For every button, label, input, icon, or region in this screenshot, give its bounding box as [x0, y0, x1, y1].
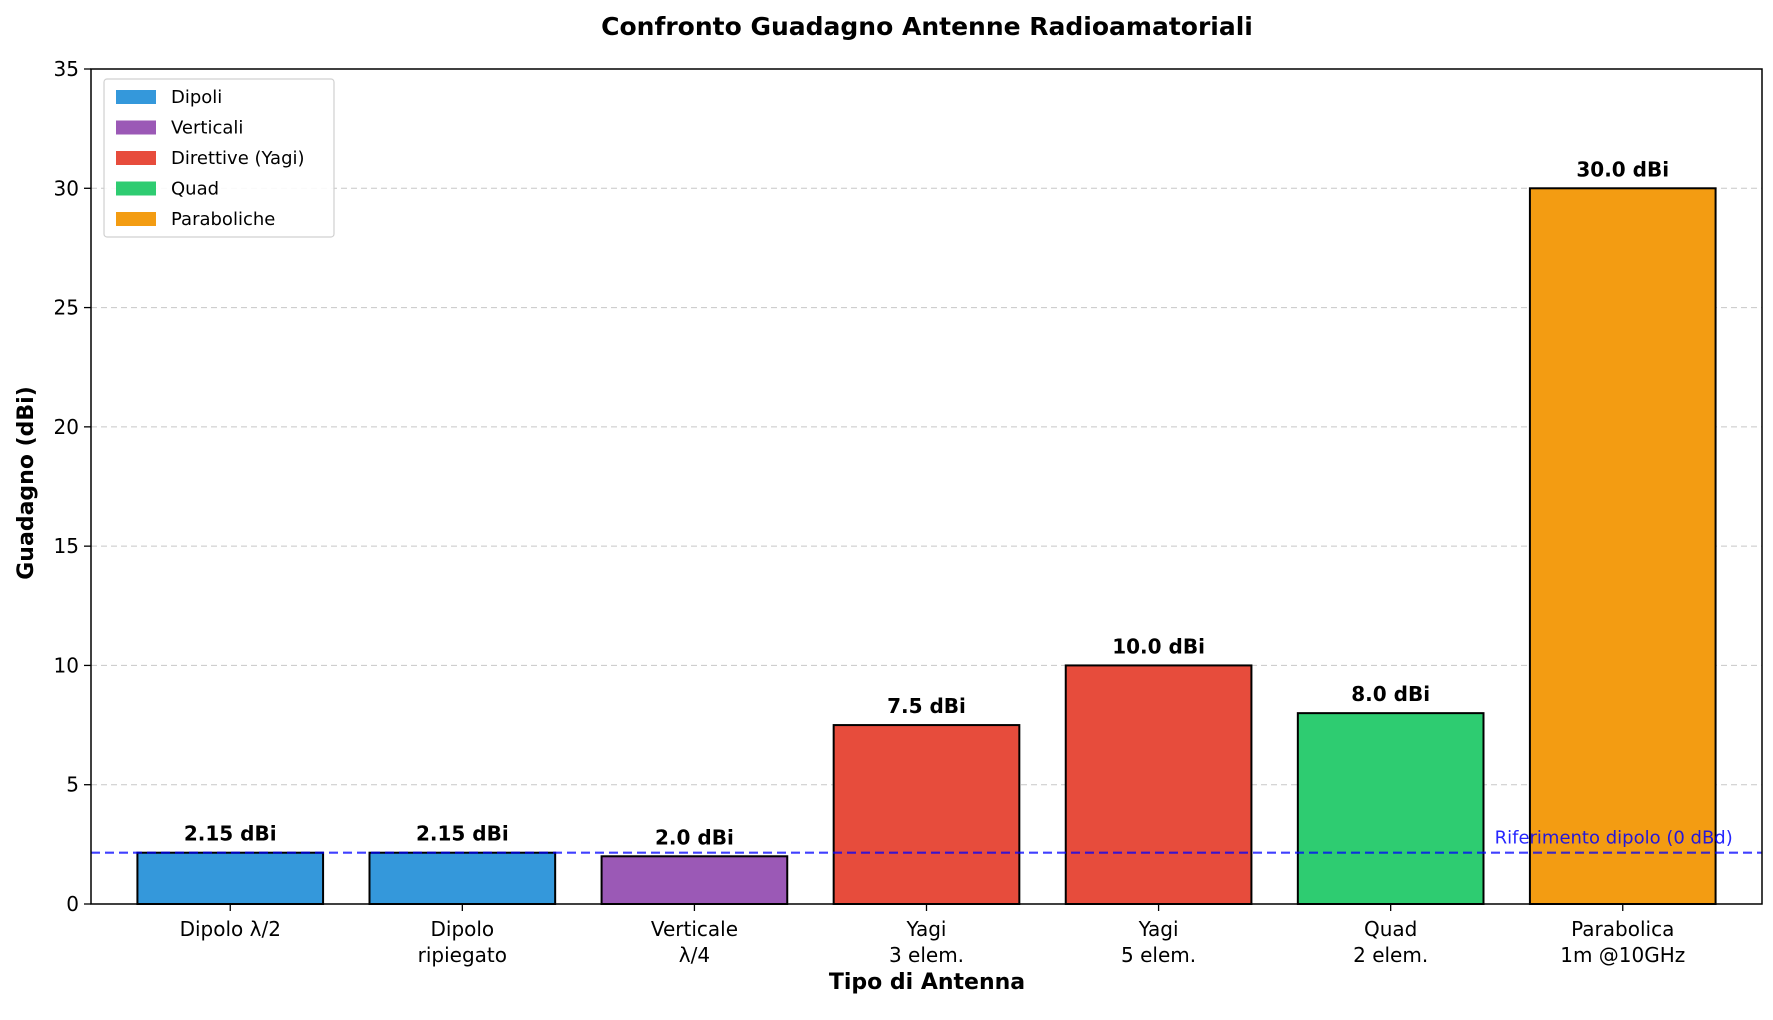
legend-swatch — [116, 151, 156, 165]
legend-label: Verticali — [171, 118, 243, 139]
bar-value-label: 2.0 dBi — [655, 825, 734, 849]
legend-swatch — [116, 181, 156, 196]
y-tick-label: 10 — [54, 653, 79, 677]
plot-frame — [90, 68, 1763, 905]
bar — [832, 724, 1021, 905]
y-axis-label: Guadagno (dBi) — [14, 386, 39, 580]
bar-value-label: 2.15 dBi — [184, 822, 277, 846]
legend-swatch — [116, 90, 156, 104]
x-tick-label: Yagi — [1138, 917, 1179, 941]
bar — [1528, 187, 1717, 906]
legend-label: Paraboliche — [171, 209, 275, 230]
x-tick-label: Verticale — [651, 917, 738, 941]
legend-label: Direttive (Yagi) — [171, 148, 305, 169]
bar — [368, 851, 557, 906]
x-axis-label: Tipo di Antenna — [829, 970, 1025, 995]
x-tick-label: Quad — [1364, 917, 1417, 941]
y-tick-label: 15 — [54, 534, 79, 558]
bar-value-label: 8.0 dBi — [1351, 682, 1430, 706]
y-tick-label: 5 — [66, 773, 79, 797]
x-tick-label: 5 elem. — [1121, 943, 1196, 967]
bar — [1296, 712, 1485, 906]
y-tick-label: 35 — [54, 57, 79, 81]
y-tick-label: 20 — [54, 415, 79, 439]
x-tick-label: Yagi — [906, 917, 947, 941]
legend-label: Quad — [171, 179, 219, 200]
x-tick-label: 1m @10GHz — [1560, 943, 1685, 967]
bar-value-label: 7.5 dBi — [887, 694, 966, 718]
y-tick-label: 25 — [54, 296, 79, 320]
y-tick-label: 30 — [54, 176, 79, 200]
x-tick-label: ripiegato — [418, 943, 507, 967]
bar — [1064, 664, 1253, 906]
bar — [136, 851, 325, 906]
x-tick-label: 2 elem. — [1353, 943, 1428, 967]
x-tick-label: 3 elem. — [889, 943, 964, 967]
reference-line-label: Riferimento dipolo (0 dBd) — [1495, 828, 1733, 849]
x-tick-label: Parabolica — [1571, 917, 1674, 941]
bar-value-label: 2.15 dBi — [416, 822, 509, 846]
bar-value-label: 10.0 dBi — [1112, 634, 1205, 658]
chart-title: Confronto Guadagno Antenne Radioamatoria… — [601, 12, 1253, 41]
legend-label: Dipoli — [171, 87, 222, 108]
legend-swatch — [116, 212, 156, 226]
x-tick-label: Dipolo λ/2 — [180, 917, 281, 941]
y-tick-label: 0 — [66, 892, 79, 916]
x-tick-label: Dipolo — [430, 917, 494, 941]
bar-value-label: 30.0 dBi — [1576, 157, 1669, 181]
bar — [600, 855, 789, 905]
legend-box — [103, 78, 335, 238]
x-tick-label: λ/4 — [679, 943, 710, 967]
legend-swatch — [116, 120, 156, 135]
